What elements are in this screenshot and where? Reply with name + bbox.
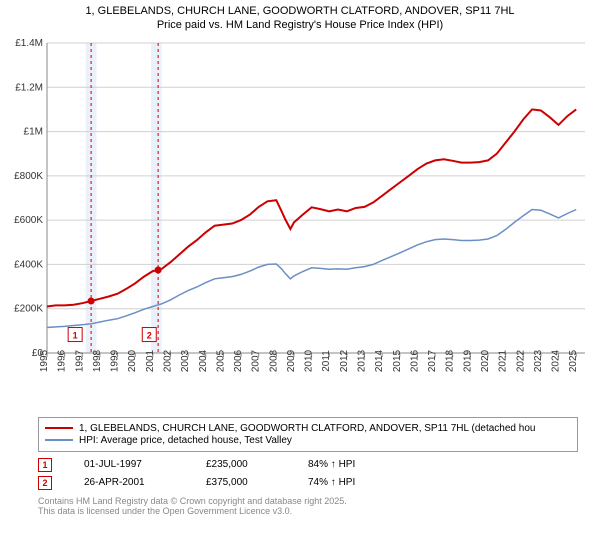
svg-text:£600K: £600K: [14, 215, 43, 226]
svg-text:2012: 2012: [339, 349, 350, 372]
svg-text:1: 1: [73, 330, 78, 340]
footer-line1: Contains HM Land Registry data © Crown c…: [38, 496, 578, 506]
svg-text:2014: 2014: [374, 349, 385, 372]
legend-swatch: [45, 439, 73, 441]
svg-text:1998: 1998: [92, 349, 103, 372]
svg-text:2002: 2002: [162, 349, 173, 372]
sale-date: 01-JUL-1997: [84, 459, 174, 470]
svg-text:1999: 1999: [110, 349, 121, 372]
chart-title: 1, GLEBELANDS, CHURCH LANE, GOODWORTH CL…: [0, 0, 600, 33]
svg-text:2001: 2001: [145, 349, 156, 372]
svg-text:2024: 2024: [551, 349, 562, 372]
svg-text:2: 2: [147, 330, 152, 340]
svg-text:2013: 2013: [357, 349, 368, 372]
legend-item: HPI: Average price, detached house, Test…: [45, 435, 571, 446]
svg-text:2011: 2011: [321, 349, 332, 371]
svg-text:£800K: £800K: [14, 170, 43, 181]
sale-vs-hpi: 84% ↑ HPI: [308, 459, 355, 470]
legend-swatch: [45, 427, 73, 429]
svg-text:£200K: £200K: [14, 303, 43, 314]
svg-text:2008: 2008: [268, 349, 279, 372]
legend: 1, GLEBELANDS, CHURCH LANE, GOODWORTH CL…: [38, 417, 578, 452]
svg-text:2022: 2022: [515, 349, 526, 372]
footer-line2: This data is licensed under the Open Gov…: [38, 506, 578, 516]
sale-marker: 2: [38, 476, 52, 490]
sales-table: 1 01-JUL-1997 £235,000 84% ↑ HPI 2 26-APR-200…: [38, 458, 578, 490]
legend-label: 1, GLEBELANDS, CHURCH LANE, GOODWORTH CL…: [79, 423, 535, 434]
sale-marker: 1: [38, 458, 52, 472]
svg-text:2009: 2009: [286, 349, 297, 372]
svg-text:2025: 2025: [568, 349, 579, 372]
svg-text:2010: 2010: [304, 349, 315, 372]
svg-text:2023: 2023: [533, 349, 544, 372]
svg-text:2006: 2006: [233, 349, 244, 372]
footer-note: Contains HM Land Registry data © Crown c…: [38, 496, 578, 516]
chart-area: £0£200K£400K£600K£800K£1M£1.2M£1.4M19951…: [5, 33, 595, 413]
title-line2: Price paid vs. HM Land Registry's House …: [8, 18, 592, 32]
sale-row: 1 01-JUL-1997 £235,000 84% ↑ HPI: [38, 458, 578, 472]
sale-price: £375,000: [206, 477, 276, 488]
sale-row: 2 26-APR-2001 £375,000 74% ↑ HPI: [38, 476, 578, 490]
svg-text:2000: 2000: [127, 349, 138, 372]
sale-vs-hpi: 74% ↑ HPI: [308, 477, 355, 488]
svg-text:2004: 2004: [198, 349, 209, 372]
line-chart: £0£200K£400K£600K£800K£1M£1.2M£1.4M19951…: [5, 33, 595, 413]
svg-text:1996: 1996: [57, 349, 68, 372]
svg-text:£1M: £1M: [24, 126, 43, 137]
svg-text:£400K: £400K: [14, 259, 43, 270]
svg-text:£1.4M: £1.4M: [15, 38, 43, 49]
sale-date: 26-APR-2001: [84, 477, 174, 488]
legend-label: HPI: Average price, detached house, Test…: [79, 435, 292, 446]
svg-text:2019: 2019: [462, 349, 473, 372]
svg-text:2020: 2020: [480, 349, 491, 372]
svg-text:2005: 2005: [215, 349, 226, 372]
sale-price: £235,000: [206, 459, 276, 470]
svg-text:2017: 2017: [427, 349, 438, 372]
legend-item: 1, GLEBELANDS, CHURCH LANE, GOODWORTH CL…: [45, 423, 571, 434]
svg-text:1997: 1997: [74, 349, 85, 372]
title-line1: 1, GLEBELANDS, CHURCH LANE, GOODWORTH CL…: [8, 4, 592, 18]
svg-text:2003: 2003: [180, 349, 191, 372]
svg-text:2007: 2007: [251, 349, 262, 372]
svg-text:1995: 1995: [39, 349, 50, 372]
svg-text:2018: 2018: [445, 349, 456, 372]
svg-text:£1.2M: £1.2M: [15, 82, 43, 93]
svg-text:2016: 2016: [409, 349, 420, 372]
svg-text:2015: 2015: [392, 349, 403, 372]
svg-text:2021: 2021: [498, 349, 509, 372]
